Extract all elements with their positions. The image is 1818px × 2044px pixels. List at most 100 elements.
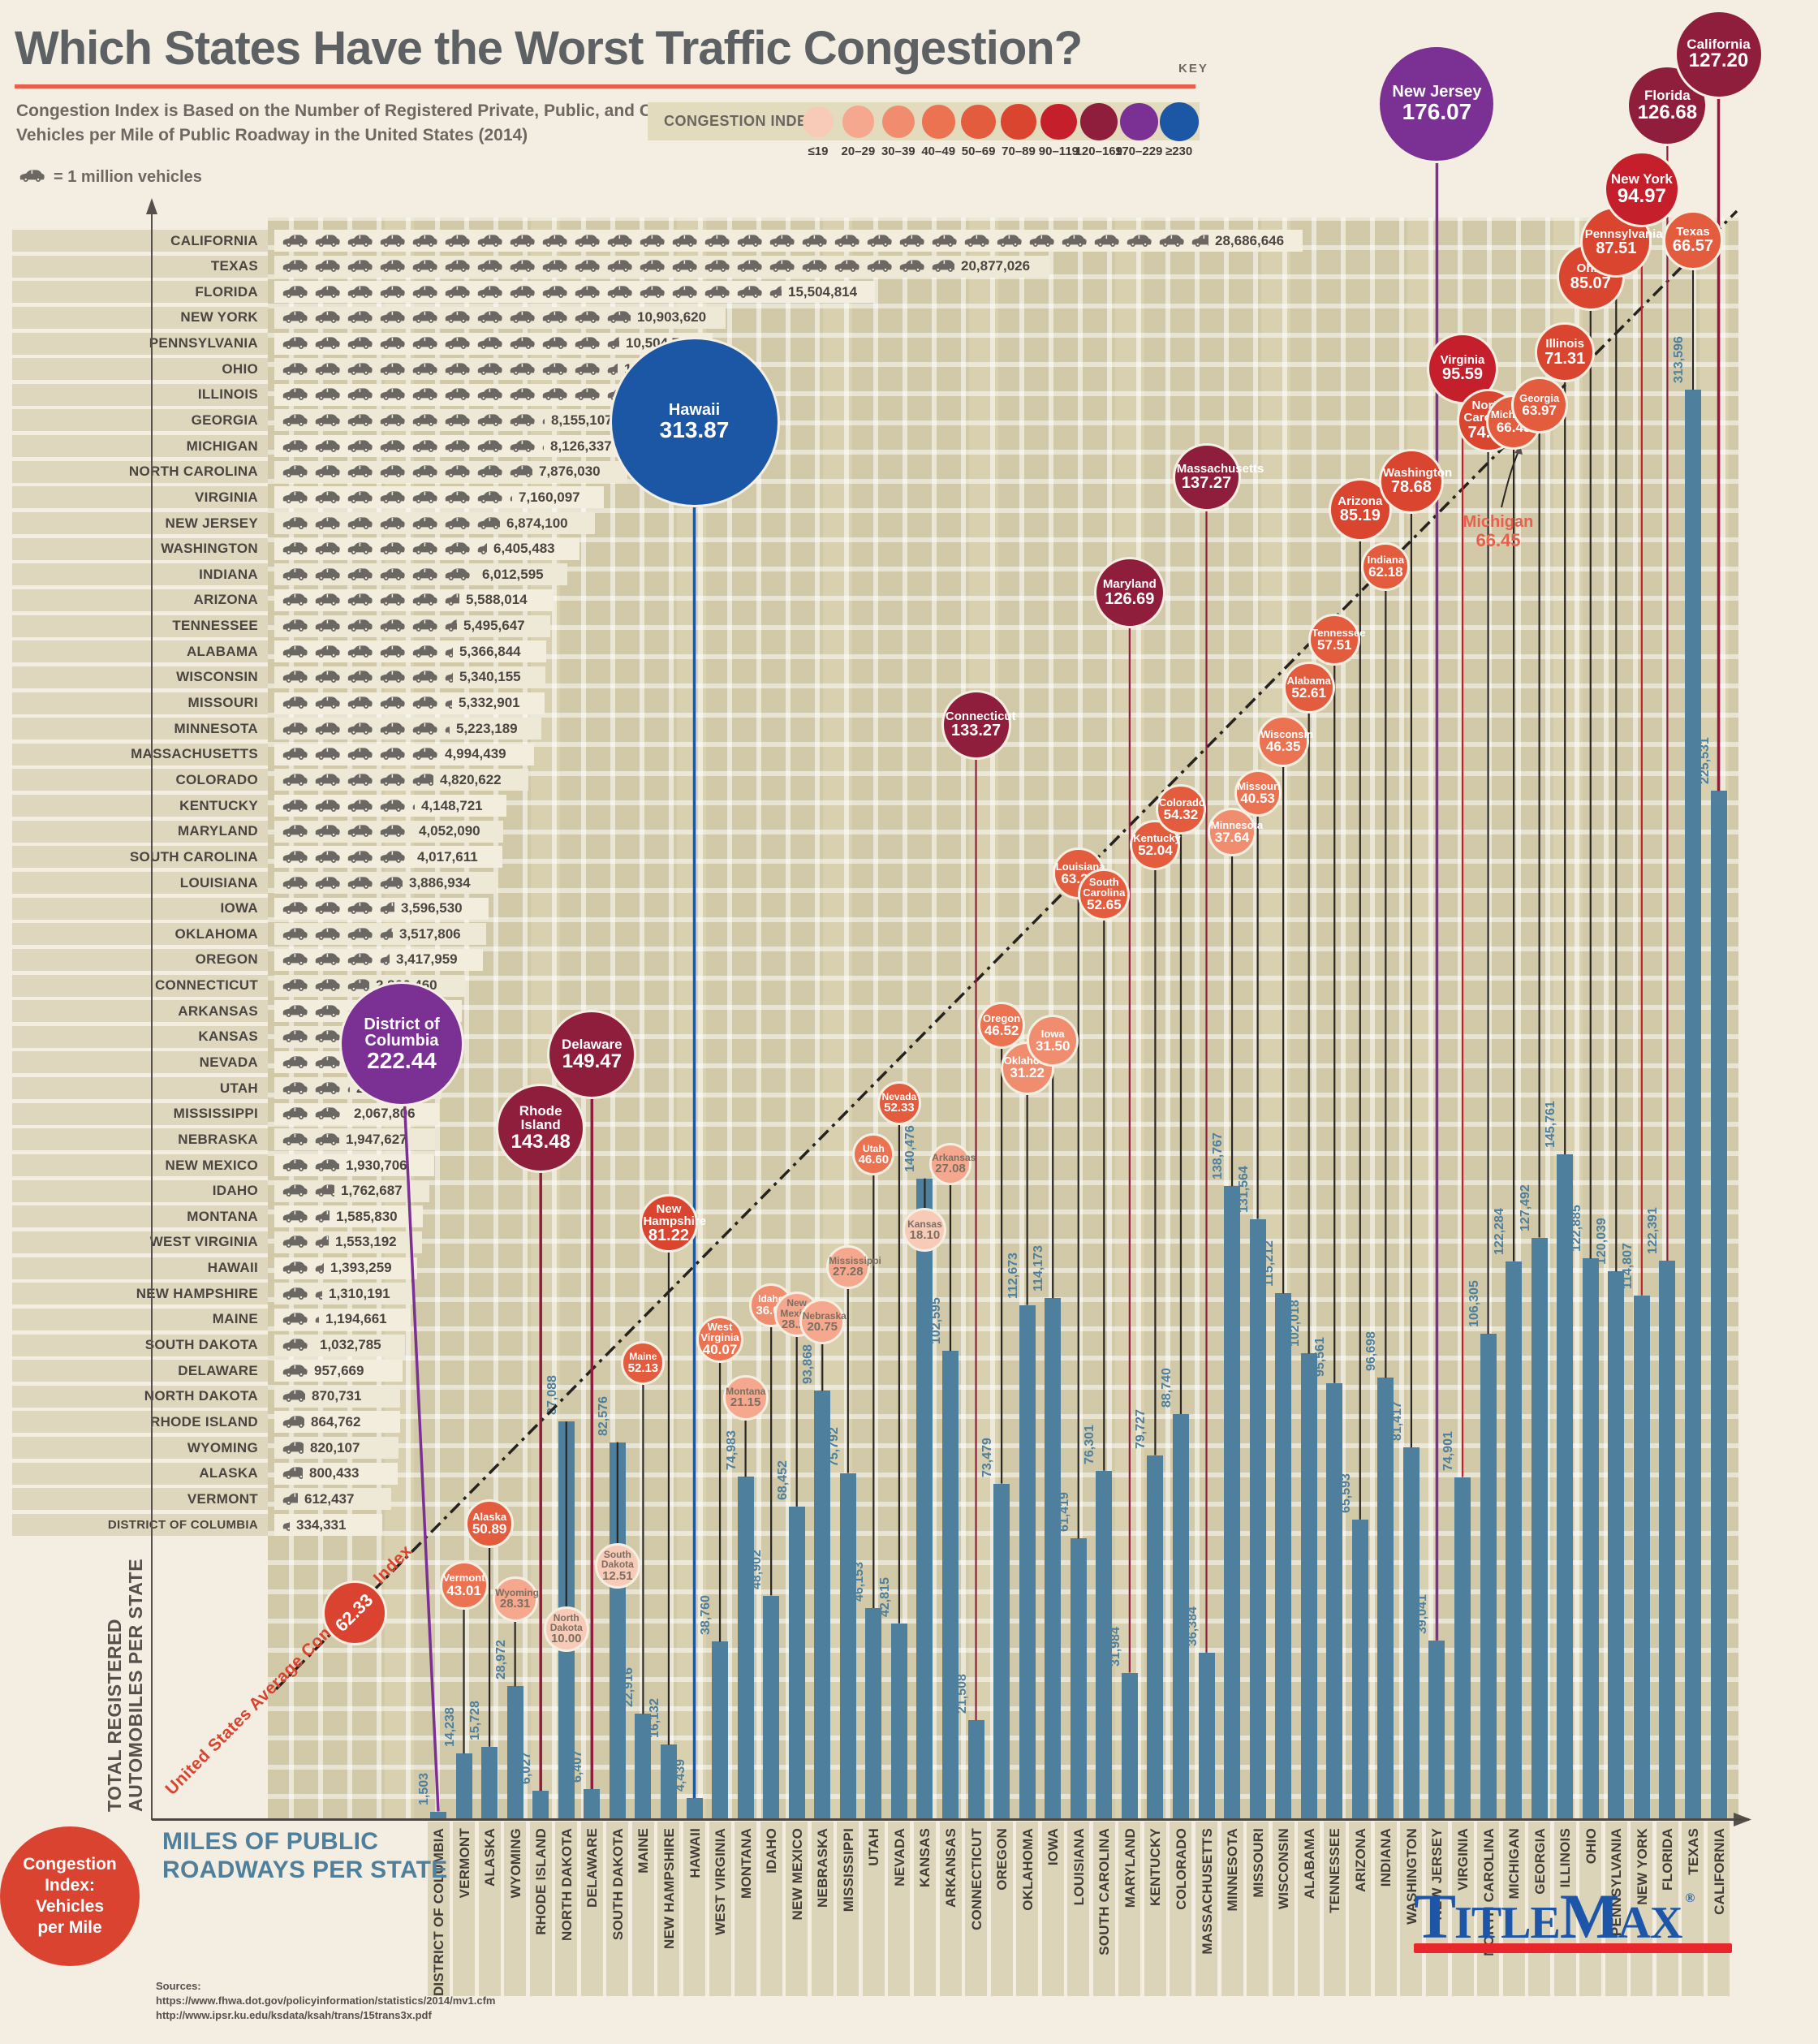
car-icon (411, 694, 443, 712)
bubble-index-value: 85.07 (1570, 274, 1611, 292)
bubble-state-name: Kansas (907, 1218, 942, 1230)
car-icon (605, 257, 638, 275)
state-bubble: Wyoming 28.31 (492, 1576, 539, 1622)
car-icon (281, 540, 313, 558)
car-icon (443, 489, 476, 507)
car-icon-partial (476, 540, 487, 558)
bubble-state-name: Texas (1676, 224, 1710, 239)
roadway-bar (1710, 791, 1727, 1818)
bubble-index-value: 176.07 (1402, 98, 1472, 124)
bar-value-label: 131,564 (1236, 1165, 1251, 1213)
x-tick-band (1195, 1822, 1217, 1996)
key-word: KEY (1178, 62, 1208, 75)
car-icon (281, 1003, 313, 1020)
bubble-state-name: Hawaii (668, 401, 721, 420)
x-axis-state-label: MISSOURI (1250, 1828, 1266, 1898)
car-icon (313, 489, 346, 507)
car-icon-partial (378, 925, 393, 943)
vehicle-count: 1,032,785 (320, 1337, 381, 1353)
vehicle-count: 1,930,706 (346, 1157, 407, 1173)
car-icon (443, 515, 476, 533)
state-row-band: 4,820,622 (274, 769, 528, 791)
car-icon (378, 463, 411, 481)
car-icon (476, 283, 508, 301)
x-axis-state-label: WYOMING (507, 1828, 523, 1899)
car-icon-partial (411, 745, 438, 763)
x-tick-band (1170, 1822, 1192, 1996)
bubble-index-value: 52.61 (1291, 684, 1326, 701)
bar-value-label: 65,593 (1338, 1473, 1353, 1513)
roadway-bar (1121, 1672, 1138, 1818)
car-icon (476, 257, 508, 275)
vehicle-count: 4,052,090 (419, 823, 480, 839)
state-row-band: 1,553,192 (274, 1231, 423, 1253)
state-bubble: Iowa 31.50 (1027, 1015, 1079, 1067)
car-icon (378, 771, 411, 789)
roadway-bar (1531, 1237, 1548, 1818)
state-bubble: Montana 21.15 (722, 1374, 769, 1421)
michigan-callout-name: Michigan (1463, 513, 1534, 531)
car-icon (281, 1233, 313, 1251)
y-axis-line (151, 203, 153, 1820)
state-row-label: CONNECTICUT (12, 974, 268, 997)
vehicle-count: 4,148,721 (421, 797, 483, 813)
car-icon (346, 797, 378, 815)
state-row-band: 3,886,934 (274, 872, 498, 894)
car-icon (346, 308, 378, 326)
state-row-band: 3,417,959 (274, 948, 483, 971)
state-row-label: MISSISSIPPI (12, 1102, 268, 1125)
bubble-index-value: 46.52 (984, 1023, 1019, 1039)
x-tick-band (657, 1822, 680, 1996)
state-row-band: 7,160,097 (274, 486, 605, 509)
x-axis-state-label: UTAH (866, 1828, 882, 1866)
state-row-label: NEBRASKA (12, 1128, 268, 1151)
bubble-index-value: 57.51 (1316, 636, 1352, 653)
state-row-band: 28,686,646 (274, 230, 1303, 252)
car-icon-partial (281, 1387, 305, 1405)
vehicle-count: 5,223,189 (456, 720, 518, 736)
car-icon-partial (476, 515, 500, 533)
bubble-state-name: South Dakota (601, 1549, 634, 1571)
state-row-label: NORTH DAKOTA (12, 1385, 268, 1408)
bubble-index-value: 52.33 (884, 1101, 915, 1115)
car-icon (703, 232, 735, 250)
bar-value-label: 36,384 (1185, 1606, 1200, 1646)
bar-value-label: 61,419 (1057, 1492, 1071, 1533)
bubble-state-name: Oregon (982, 1011, 1021, 1024)
state-row-label: NEW HAMPSHIRE (12, 1283, 268, 1305)
vehicle-count: 6,405,483 (493, 541, 555, 557)
car-icon (443, 360, 476, 378)
roadway-bar (788, 1506, 805, 1818)
roadway-bar (1198, 1652, 1215, 1818)
vehicle-count: 1,310,191 (329, 1285, 390, 1301)
roadway-bar (967, 1720, 984, 1818)
bar-value-label: 22,916 (622, 1667, 636, 1708)
state-row-label: OHIO (12, 358, 268, 381)
x-tick-band (811, 1822, 834, 1996)
state-row-label: MONTANA (12, 1205, 268, 1228)
x-axis-state-label: MONTANA (738, 1828, 754, 1900)
state-row-label: SOUTH DAKOTA (12, 1334, 268, 1356)
state-row-label: WASHINGTON (12, 537, 268, 560)
state-row-label: VIRGINIA (12, 486, 268, 509)
car-icon (670, 232, 703, 250)
x-tick-band (504, 1822, 527, 1996)
x-tick-band (709, 1822, 731, 1996)
state-bubble: Connecticut 133.27 (941, 689, 1016, 760)
car-icon (476, 360, 508, 378)
bubble-index-value: 27.08 (935, 1162, 966, 1176)
vehicle-count: 20,877,026 (961, 258, 1031, 274)
roadway-bar (1608, 1271, 1625, 1818)
car-icon-partial (378, 899, 394, 917)
car-icon (281, 566, 313, 584)
state-row-band: 612,437 (274, 1488, 392, 1511)
car-icon (541, 308, 573, 326)
x-tick-band (1016, 1822, 1039, 1996)
bar-value-label: 138,767 (1211, 1132, 1226, 1180)
x-axis-state-label: NEVADA (891, 1828, 907, 1887)
car-icon (411, 412, 443, 429)
car-icon (443, 283, 476, 301)
bar-value-label: 28,972 (493, 1640, 508, 1680)
x-axis-state-label: MASSACHUSETTS (1199, 1828, 1215, 1955)
car-icon (281, 874, 313, 892)
